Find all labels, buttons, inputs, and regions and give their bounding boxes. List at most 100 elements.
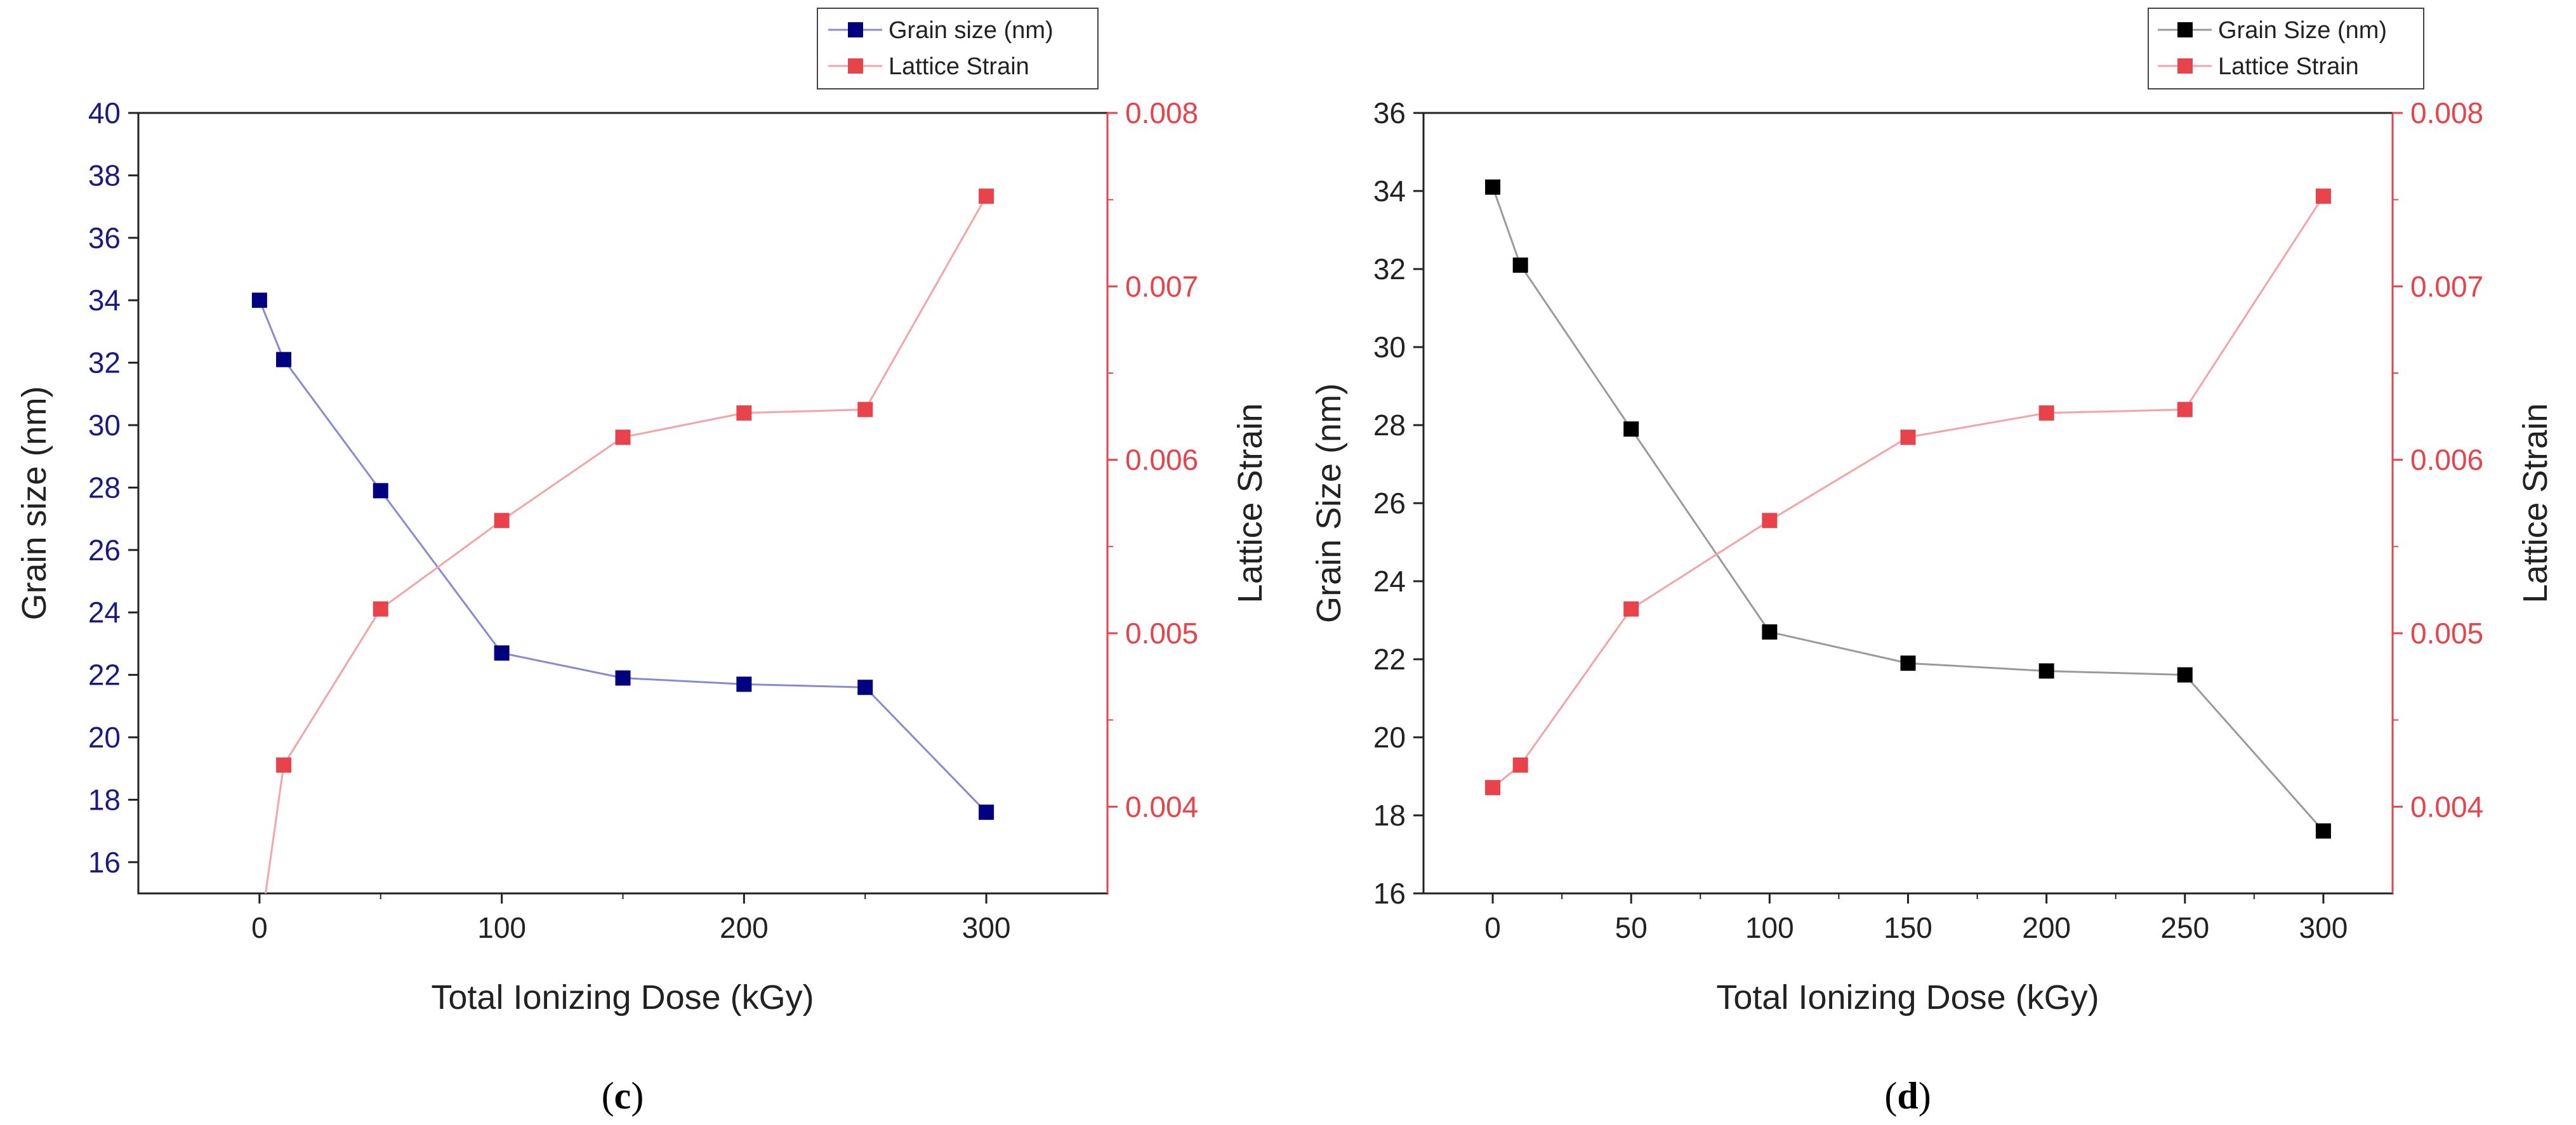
y-tick-label: 24 (1373, 565, 1406, 598)
series-line-grain-size (1491, 187, 2325, 832)
x-tick-label: 250 (2160, 911, 2209, 944)
data-point-grain-size (1762, 624, 1778, 640)
y-tick-label: 36 (1373, 96, 1406, 129)
legend-box (817, 8, 1099, 89)
x-tick-label: 200 (720, 911, 769, 944)
panel-caption-d: (d) (1884, 1075, 1931, 1117)
y-tick-label: 18 (88, 783, 121, 816)
chart-panel-d: Grain Size (nm) Lattice Strain 0 50 100 150… (1310, 8, 2554, 1117)
panel-caption-label: d (1897, 1075, 1918, 1117)
data-point-grain-size (1900, 655, 1916, 671)
data-point-grain-size (2038, 663, 2054, 679)
data-point-lattice-strain (373, 601, 388, 617)
x-tick-label: 150 (1884, 911, 1932, 944)
panel-caption-c: (c) (602, 1075, 644, 1117)
data-point-grain-size (494, 645, 510, 661)
legend-label-grain-size: Grain size (nm) (888, 17, 1054, 44)
y2-tick-label: 0.006 (1125, 444, 1198, 477)
y-tick-label: 34 (1373, 174, 1406, 207)
series-line-lattice-strain (265, 195, 987, 893)
y-tick-label: 16 (88, 846, 121, 879)
y2-axis-title: Lattice Strain (1231, 403, 1269, 603)
y-tick-label: 22 (1373, 643, 1406, 676)
legend-marker-lattice-strain (848, 58, 863, 74)
y-axis-title: Grain Size (nm) (1310, 383, 1348, 623)
y-axis-title: Grain size (nm) (15, 386, 53, 620)
y2-tick-label: 0.008 (2410, 96, 2483, 129)
data-point-lattice-strain (736, 405, 752, 421)
series-line-lattice-strain (1492, 195, 2325, 789)
data-point-grain-size (1623, 421, 1639, 437)
y-tick-label: 36 (88, 221, 121, 254)
legend-label-lattice-strain: Lattice Strain (2218, 53, 2359, 80)
y2-tick-label: 0.005 (1125, 617, 1198, 650)
data-point-lattice-strain (2177, 402, 2193, 418)
y-tick-label: 18 (1373, 799, 1406, 832)
panel-caption-label: c (614, 1075, 631, 1117)
data-point-lattice-strain (1623, 601, 1639, 617)
legend-label-grain-size: Grain Size (nm) (2218, 17, 2387, 44)
y-tick-label: 20 (1373, 721, 1406, 754)
y2-tick-label: 0.004 (1125, 790, 1198, 823)
data-point-lattice-strain (1762, 513, 1778, 529)
y-tick-label: 28 (88, 471, 121, 504)
y2-tick-label: 0.008 (1125, 96, 1198, 129)
x-axis-title: Total Ionizing Dose (kGy) (431, 978, 814, 1016)
data-point-lattice-strain (979, 188, 994, 204)
y2-tick-label: 0.005 (2410, 617, 2483, 650)
legend: Grain Size (nm) Lattice Strain (2148, 8, 2424, 89)
y-tick-label: 22 (88, 659, 121, 692)
y-tick-label: 24 (88, 596, 121, 629)
legend: Grain size (nm) Lattice Strain (817, 8, 1099, 89)
y-tick-label: 30 (88, 409, 121, 442)
y-tick-label: 28 (1373, 409, 1406, 442)
data-point-grain-size (2315, 823, 2331, 839)
data-point-grain-size (251, 293, 267, 308)
x-tick-label: 100 (477, 911, 526, 944)
data-point-lattice-strain (276, 757, 292, 773)
data-point-grain-size (373, 483, 388, 499)
data-point-lattice-strain (2315, 188, 2331, 204)
y2-tick-label: 0.006 (2410, 444, 2483, 477)
y-tick-label: 26 (88, 534, 121, 567)
data-point-lattice-strain (2038, 405, 2054, 421)
data-point-grain-size (857, 680, 873, 695)
y-tick-label: 16 (1373, 877, 1406, 910)
y-tick-label: 32 (1373, 253, 1406, 286)
y2-tick-label: 0.007 (2410, 270, 2483, 303)
x-tick-label: 100 (1745, 911, 1794, 944)
y2-axis-title: Lattice Strain (2516, 403, 2554, 603)
data-point-lattice-strain (857, 402, 873, 418)
y-tick-label: 40 (88, 96, 121, 129)
legend-box (2148, 8, 2424, 89)
y-tick-label: 26 (1373, 487, 1406, 520)
x-tick-label: 300 (962, 911, 1011, 944)
x-tick-label: 50 (1615, 911, 1648, 944)
data-point-grain-size (276, 352, 292, 367)
x-tick-label: 300 (2299, 911, 2348, 944)
legend-marker-grain-size (2177, 22, 2193, 37)
y-tick-label: 38 (88, 159, 121, 192)
legend-marker-grain-size (848, 22, 863, 37)
data-point-grain-size (1485, 179, 1501, 195)
data-point-grain-size (1512, 257, 1528, 273)
y2-tick-label: 0.007 (1125, 270, 1198, 303)
data-point-grain-size (615, 670, 631, 686)
y2-tick-label: 0.004 (2410, 790, 2483, 823)
data-point-grain-size (2177, 667, 2193, 683)
y-tick-label: 32 (88, 346, 121, 379)
legend-marker-lattice-strain (2177, 58, 2193, 74)
x-tick-label: 200 (2022, 911, 2071, 944)
x-axis-title: Total Ionizing Dose (kGy) (1716, 978, 2099, 1016)
legend-label-lattice-strain: Lattice Strain (888, 53, 1029, 80)
y-tick-label: 30 (1373, 331, 1406, 364)
data-point-lattice-strain (1485, 780, 1501, 796)
data-point-lattice-strain (615, 430, 631, 445)
x-tick-label: 0 (1484, 911, 1501, 944)
data-point-grain-size (736, 676, 752, 692)
y-tick-label: 20 (88, 721, 121, 754)
chart-panel-c: Grain size (nm) Lattice Strain 0 100 200 30… (15, 8, 1269, 1117)
plot-frame (1422, 112, 2394, 895)
data-point-lattice-strain (1512, 757, 1528, 773)
